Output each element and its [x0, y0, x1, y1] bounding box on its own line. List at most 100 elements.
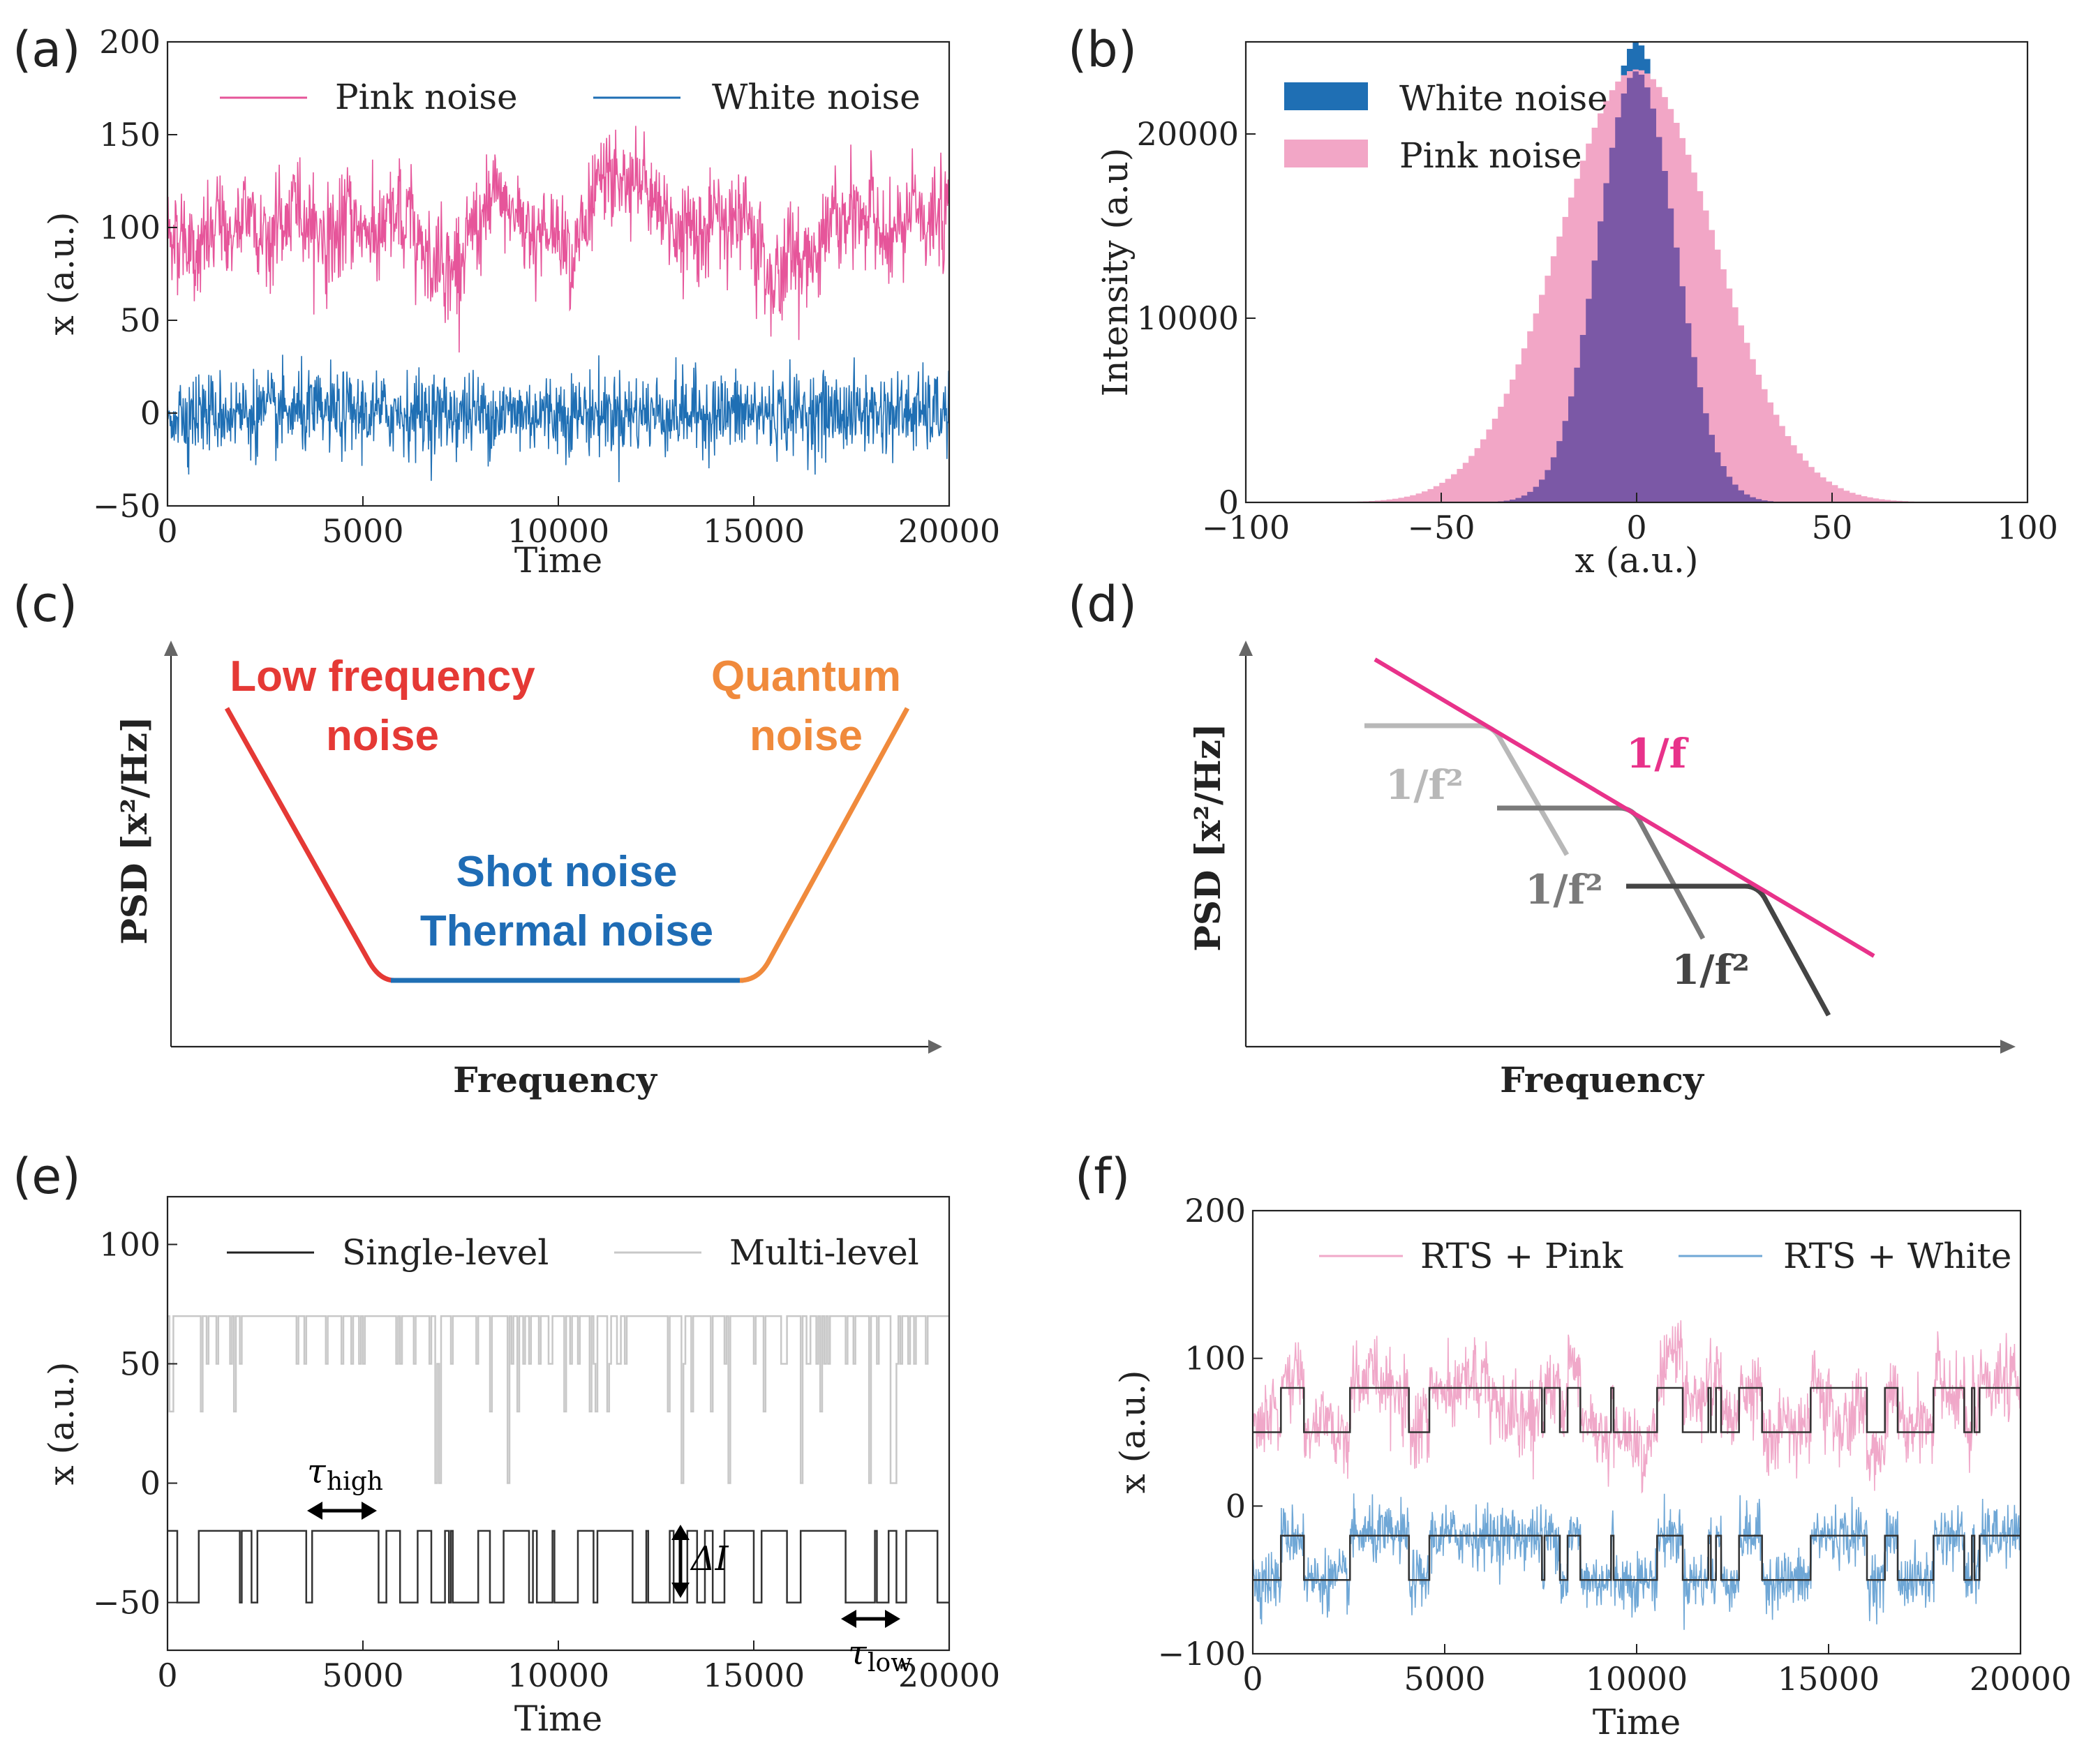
legend-a-white-label: White noise [712, 77, 921, 117]
panel-d-lorentz-label-2: 1/f² [1525, 866, 1603, 913]
panel-b: −100 −50 0 50 100 0 10000 20000 x (a.u.) Intens… [1095, 40, 2058, 581]
legend-b-white-label: White noise [1399, 78, 1608, 119]
tau-high-symbol: τ [307, 1452, 327, 1491]
x-tick-label: 0 [1242, 1660, 1263, 1698]
panel-c-quantum-label-2: noise [750, 712, 863, 760]
panel-tag-f: (f) [1075, 1148, 1130, 1205]
panel-b-ylabel: Intensity (a.u) [1095, 148, 1136, 397]
series-rts-white-levels [1253, 1534, 2021, 1581]
y-tick-label: 100 [99, 1225, 161, 1263]
x-tick-label: 0 [1626, 509, 1646, 546]
x-tick-label: −100 [1202, 509, 1290, 546]
panel-tag-d: (d) [1068, 576, 1137, 633]
panel-a-xlabel: Time [514, 540, 602, 581]
y-tick-label: 100 [1184, 1340, 1246, 1377]
panel-c-quantum-label-1: Quantum [711, 652, 901, 701]
series-rts-white [1252, 1493, 2021, 1630]
y-tick-label: 150 [99, 116, 161, 154]
panel-d-ylabel: PSD [x²/Hz] [1187, 723, 1228, 951]
tau-low-subscript: low [868, 1649, 912, 1677]
x-tick-label: 100 [1997, 509, 2058, 546]
y-tick-label: 100 [99, 209, 161, 246]
panel-e: 0 5000 10000 15000 20000 −50 0 50 100 Time x (a.… [41, 1195, 1000, 1739]
y-tick-label: 0 [140, 1465, 161, 1502]
panel-c-xarrow [928, 1040, 942, 1054]
y-tick-label: −50 [93, 487, 161, 525]
tau-low-arrow [841, 1610, 900, 1628]
panel-c-yarrow [164, 641, 178, 656]
panel-d: 1/f 1/f² 1/f² 1/f² Frequency PSD [x²/Hz] [1187, 641, 2016, 1100]
panel-d-lorentz-3 [1626, 883, 1831, 1017]
panel-e-series [168, 1315, 949, 1604]
x-tick-label: 5000 [322, 512, 403, 550]
legend-b-pink-label: Pink noise [1399, 135, 1582, 176]
y-tick-label: −100 [1158, 1635, 1246, 1673]
x-tick-label: 50 [1812, 509, 1853, 546]
y-tick-label: −50 [93, 1584, 161, 1622]
panel-e-xlabel: Time [514, 1698, 602, 1739]
panel-b-series [1246, 42, 2032, 503]
panel-c-low-label-2: noise [326, 712, 439, 760]
panel-c-low-label-1: Low frequency [230, 652, 535, 701]
x-tick-label: 0 [157, 512, 177, 550]
x-tick-label: 10000 [507, 512, 609, 550]
y-tick-label: 10000 [1137, 299, 1239, 337]
tau-high-arrow [307, 1502, 377, 1520]
x-tick-label: 10000 [507, 1657, 609, 1694]
panel-d-one-over-f-line [1374, 657, 1875, 958]
y-tick-label: 50 [119, 1345, 161, 1382]
legend-f-pink-label: RTS + Pink [1420, 1236, 1623, 1276]
x-tick-label: 15000 [1778, 1660, 1880, 1698]
x-tick-label: 5000 [322, 1657, 403, 1694]
x-tick-label: 10000 [1586, 1660, 1688, 1698]
panel-d-xarrow [2000, 1040, 2016, 1054]
legend-e-single-label: Single-level [342, 1232, 549, 1273]
legend-f-white-label: RTS + White [1783, 1236, 2011, 1276]
hist-overlap [1246, 71, 2032, 502]
panel-d-lorentz-label-3: 1/f² [1672, 946, 1750, 994]
panel-c: Low frequency noise Quantum noise Shot n… [114, 641, 942, 1100]
panel-f-series [1252, 1320, 2021, 1630]
legend-b-pink-swatch [1284, 140, 1368, 167]
series-pink-noise [167, 126, 950, 353]
x-tick-label: 5000 [1404, 1660, 1485, 1698]
panel-e-ticks: 0 5000 10000 15000 20000 −50 0 50 100 [93, 1225, 1000, 1694]
x-tick-label: 15000 [703, 1657, 805, 1694]
panel-d-yarrow [1239, 641, 1253, 656]
panel-d-one-over-f-label: 1/f [1626, 730, 1690, 777]
series-single-level [168, 1530, 949, 1604]
y-tick-label: 200 [99, 23, 161, 61]
series-rts-pink [1252, 1320, 2021, 1494]
series-white-noise [167, 354, 950, 483]
legend-b-white-swatch [1284, 82, 1368, 110]
y-tick-label: 200 [1184, 1192, 1246, 1229]
legend-e-multi-label: Multi-level [729, 1232, 919, 1273]
y-tick-label: 50 [119, 301, 161, 339]
x-tick-label: 20000 [1970, 1660, 2071, 1698]
y-tick-label: 0 [1226, 1487, 1246, 1525]
panel-a-ylabel: x (a.u.) [41, 212, 82, 336]
panel-f-xlabel: Time [1593, 1702, 1681, 1742]
panel-c-thermal-label: Thermal noise [420, 907, 713, 955]
panel-d-lorentz-label-1: 1/f² [1385, 761, 1464, 809]
tau-low-symbol: τ [848, 1634, 868, 1673]
delta-i-label: ΔI [690, 1539, 729, 1578]
panel-tag-b: (b) [1068, 21, 1137, 78]
series-rts-pink-levels [1253, 1386, 2021, 1433]
y-tick-label: 0 [1219, 484, 1239, 521]
delta-i-arrow [671, 1525, 690, 1598]
panel-tag-c: (c) [13, 576, 77, 633]
panel-e-ylabel: x (a.u.) [41, 1362, 82, 1486]
panel-c-ylabel: PSD [x²/Hz] [114, 716, 155, 944]
panel-tag-a: (a) [13, 21, 81, 78]
panel-b-xlabel: x (a.u.) [1575, 540, 1699, 581]
panel-c-quantum-curve [739, 707, 910, 983]
panel-f-ylabel: x (a.u.) [1113, 1370, 1153, 1494]
y-tick-label: 20000 [1137, 115, 1239, 153]
x-tick-label: 20000 [898, 512, 1000, 550]
panel-c-xlabel: Frequency [453, 1059, 658, 1100]
x-tick-label: 20000 [898, 1657, 1000, 1694]
